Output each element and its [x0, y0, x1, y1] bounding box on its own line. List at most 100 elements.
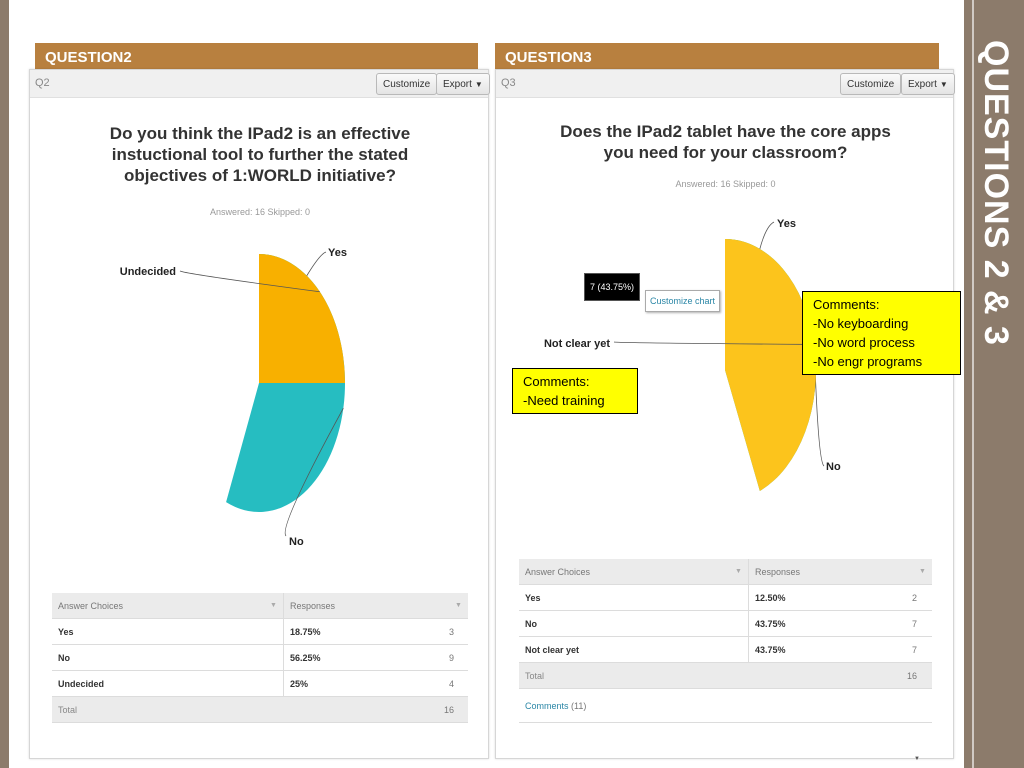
choice-cell: Undecided [58, 679, 105, 689]
total-count: 16 [906, 671, 917, 681]
q3-title-line: you need for your classroom? [603, 143, 848, 162]
q3-pie-chart: Yes No Not clear yet [544, 218, 841, 492]
percent-cell: 12.50% [755, 593, 786, 603]
q3-chart-title: Does the IPad2 tablet have the core apps… [496, 121, 955, 163]
column-divider [748, 585, 749, 610]
right-title-bar: QUESTIONS 2 & 3 [964, 0, 1024, 768]
q2-title-line: Do you think the IPad2 is an effective [109, 124, 411, 143]
sort-icon[interactable]: ▼ [455, 602, 462, 609]
responses-header: Responses [290, 601, 336, 611]
pie-leader-line [284, 407, 344, 537]
table-header-row: Answer Choices ▼ Responses ▼ [519, 559, 932, 585]
table-row: No 43.75% 7 [519, 611, 932, 637]
q3-export-button[interactable]: Export ▼ [901, 73, 955, 95]
percent-cell: 43.75% [755, 619, 786, 629]
count-cell: 7 [911, 619, 917, 629]
pie-slice-undecided[interactable] [259, 254, 345, 383]
sort-icon[interactable]: ▼ [919, 568, 926, 575]
pie-slice-not-clear-yet[interactable] [725, 239, 816, 492]
table-total-row: Total 16 [52, 697, 468, 723]
column-divider [283, 593, 284, 618]
total-label: Total [58, 705, 78, 715]
comments-row: Comments (11) [519, 689, 932, 723]
count-cell: 7 [911, 645, 917, 655]
scroll-indicator: ▼ [914, 756, 920, 762]
comment-box-right: Comments: -No keyboarding -No word proce… [802, 291, 961, 375]
pie-label: No [289, 536, 304, 548]
q2-toolbar: Q2 Customize Export ▼ [30, 70, 490, 98]
count-cell: 2 [911, 593, 917, 603]
column-divider [748, 611, 749, 636]
table-row: Not clear yet 43.75% 7 [519, 637, 932, 663]
q2-title-line: objectives of 1:WORLD initiative? [123, 166, 397, 185]
column-divider [283, 619, 284, 644]
pie-label: Yes [328, 247, 347, 259]
percent-cell: 43.75% [755, 645, 786, 655]
count-cell: 9 [448, 653, 454, 663]
count-cell: 4 [448, 679, 454, 689]
table-row: Yes 12.50% 2 [519, 585, 932, 611]
total-label: Total [525, 671, 545, 681]
slice-tooltip: 7 (43.75%) [584, 273, 641, 301]
q3-answered-skipped: Answered: 16 Skipped: 0 [675, 179, 776, 189]
q3-title-line: Does the IPad2 tablet have the core apps [560, 122, 891, 141]
q2-title-line: instuctional tool to further the stated [111, 145, 409, 164]
choice-cell: Yes [58, 627, 74, 637]
choice-cell: No [58, 653, 70, 663]
table-row: Undecided 25% 4 [52, 671, 468, 697]
percent-cell: 18.75% [290, 627, 321, 637]
pie-label: No [826, 461, 841, 473]
q2-answered-skipped: Answered: 16 Skipped: 0 [209, 207, 311, 217]
chevron-down-icon: ▼ [474, 80, 483, 89]
pie-leader-line [306, 251, 327, 276]
comments-count: (11) [571, 701, 587, 711]
q3-panel: Q3 Customize Export ▼ Does the IPad2 tabl… [495, 69, 955, 762]
answer-choices-header: Answer Choices [525, 567, 591, 577]
table-header-row: Answer Choices ▼ Responses ▼ [52, 593, 468, 619]
question3-banner: QUESTION3 [495, 43, 939, 69]
choice-cell: Yes [525, 593, 541, 603]
pie-leader-line [759, 221, 775, 250]
pie-label: Undecided [120, 266, 176, 278]
q3-customize-button[interactable]: Customize [840, 73, 902, 95]
pie-leader-line [613, 341, 815, 345]
percent-cell: 25% [290, 679, 309, 689]
count-cell: 3 [448, 627, 454, 637]
column-divider [283, 671, 284, 696]
left-accent-bar [0, 0, 9, 768]
comment-box-left: Comments: -Need training [512, 368, 638, 414]
q2-export-button[interactable]: Export ▼ [436, 73, 490, 95]
table-row: Yes 18.75% 3 [52, 619, 468, 645]
slide-title: QUESTIONS 2 & 3 [977, 40, 1015, 346]
q3-response-table: Answer Choices ▼ Responses ▼ Yes 12.50% … [519, 559, 932, 723]
q2-customize-button[interactable]: Customize [376, 73, 438, 95]
question2-banner: QUESTION2 [35, 43, 478, 69]
table-row: No 56.25% 9 [52, 645, 468, 671]
q2-chart-title: Do you think the IPad2 is an effective i… [30, 123, 490, 186]
q2-response-table: Answer Choices ▼ Responses ▼ Yes 18.75% … [52, 593, 468, 725]
choice-cell: Not clear yet [525, 645, 580, 655]
q2-panel: Q2 Customize Export ▼ Do you think the IP… [29, 69, 490, 759]
sort-icon[interactable]: ▼ [735, 568, 742, 575]
q3-export-label: Export [908, 79, 937, 90]
q2-export-label: Export [443, 79, 472, 90]
q3-toolbar: Q3 Customize Export ▼ [496, 70, 955, 98]
pie-label: Yes [777, 218, 796, 230]
q3-customize-label: Customize [847, 79, 895, 90]
q2-label: Q2 [35, 77, 50, 89]
pie-label: Not clear yet [544, 338, 610, 350]
total-count: 16 [443, 705, 454, 715]
answer-choices-header: Answer Choices [58, 601, 124, 611]
customize-chart-button[interactable]: Customize chart [645, 290, 721, 312]
title-bar-divider [972, 0, 974, 768]
responses-header: Responses [755, 567, 801, 577]
column-divider [283, 645, 284, 670]
comments-link[interactable]: Comments (11) [525, 701, 586, 711]
comments-label: Comments [525, 701, 569, 711]
column-divider [748, 637, 749, 662]
choice-cell: No [525, 619, 537, 629]
percent-cell: 56.25% [290, 653, 321, 663]
chevron-down-icon: ▼ [939, 80, 948, 89]
sort-icon[interactable]: ▼ [270, 602, 277, 609]
pie-leader-line [179, 270, 320, 293]
